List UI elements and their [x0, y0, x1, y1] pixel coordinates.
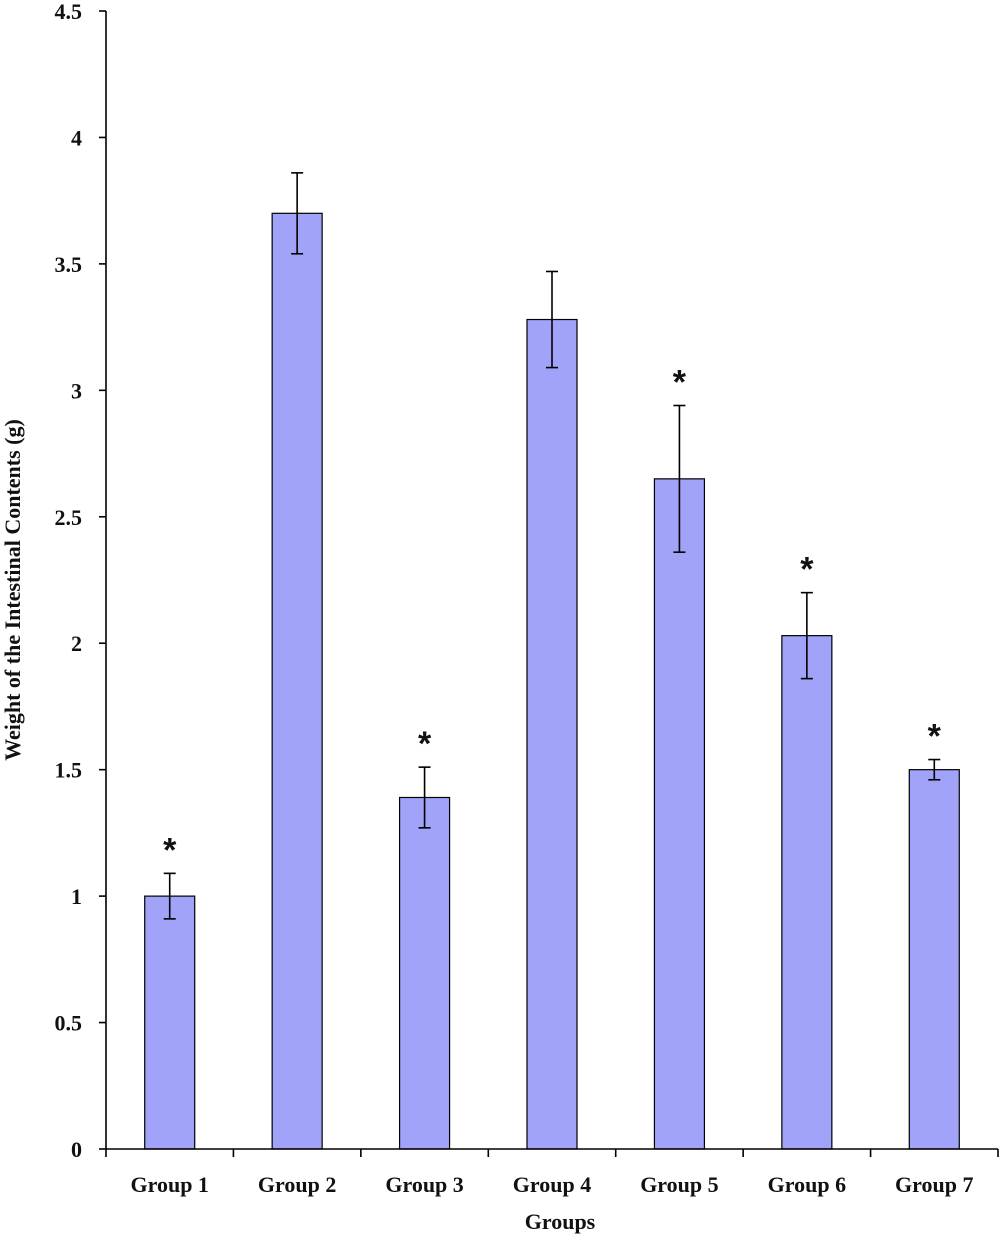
y-axis-ticks: 0 0.5 1 1.5 2 2.5 3 3.5 4 4.5: [55, 0, 106, 1162]
y-tick-label: 2.5: [55, 505, 83, 530]
x-tick-label: Group 4: [513, 1172, 591, 1197]
significance-mark: *: [418, 725, 432, 763]
y-tick-label: 0.5: [55, 1011, 83, 1036]
x-axis-ticks: Group 1 Group 2 Group 3 Group 4 Group 5 Group…: [105, 1149, 999, 1197]
x-tick-label: Group 5: [640, 1172, 718, 1197]
y-tick-label: 3.5: [55, 252, 83, 277]
significance-marks-group: * * * * *: [163, 364, 942, 870]
y-tick-label: 0: [71, 1137, 82, 1162]
significance-mark: *: [800, 551, 814, 589]
x-tick-label: Group 6: [768, 1172, 846, 1197]
y-tick-label: 4.5: [55, 0, 83, 24]
y-tick-label: 1: [71, 884, 82, 909]
bar-group-4: [526, 318, 578, 1150]
significance-mark: *: [673, 364, 687, 402]
bar-group-6: [781, 635, 833, 1150]
x-tick-label: Group 1: [130, 1172, 208, 1197]
x-axis-title: Groups: [525, 1209, 596, 1234]
bar-group-3: [398, 796, 451, 1150]
bar-group-1: [144, 895, 196, 1150]
x-tick-label: Group 7: [895, 1172, 973, 1197]
significance-mark: *: [928, 718, 942, 756]
y-tick-label: 2: [71, 631, 82, 656]
y-axis-title: Weight of the Intestinal Contents (g): [0, 419, 25, 761]
bar-group-2: [271, 212, 323, 1150]
bar-group-7: [908, 769, 960, 1150]
bar-group-5: [653, 478, 706, 1150]
y-tick-label: 3: [71, 378, 82, 403]
x-tick-label: Group 2: [258, 1172, 336, 1197]
y-tick-label: 4: [71, 125, 82, 150]
error-bars-group: [163, 172, 941, 920]
significance-mark: *: [163, 831, 177, 869]
y-tick-label: 1.5: [55, 758, 83, 783]
x-tick-label: Group 3: [385, 1172, 463, 1197]
